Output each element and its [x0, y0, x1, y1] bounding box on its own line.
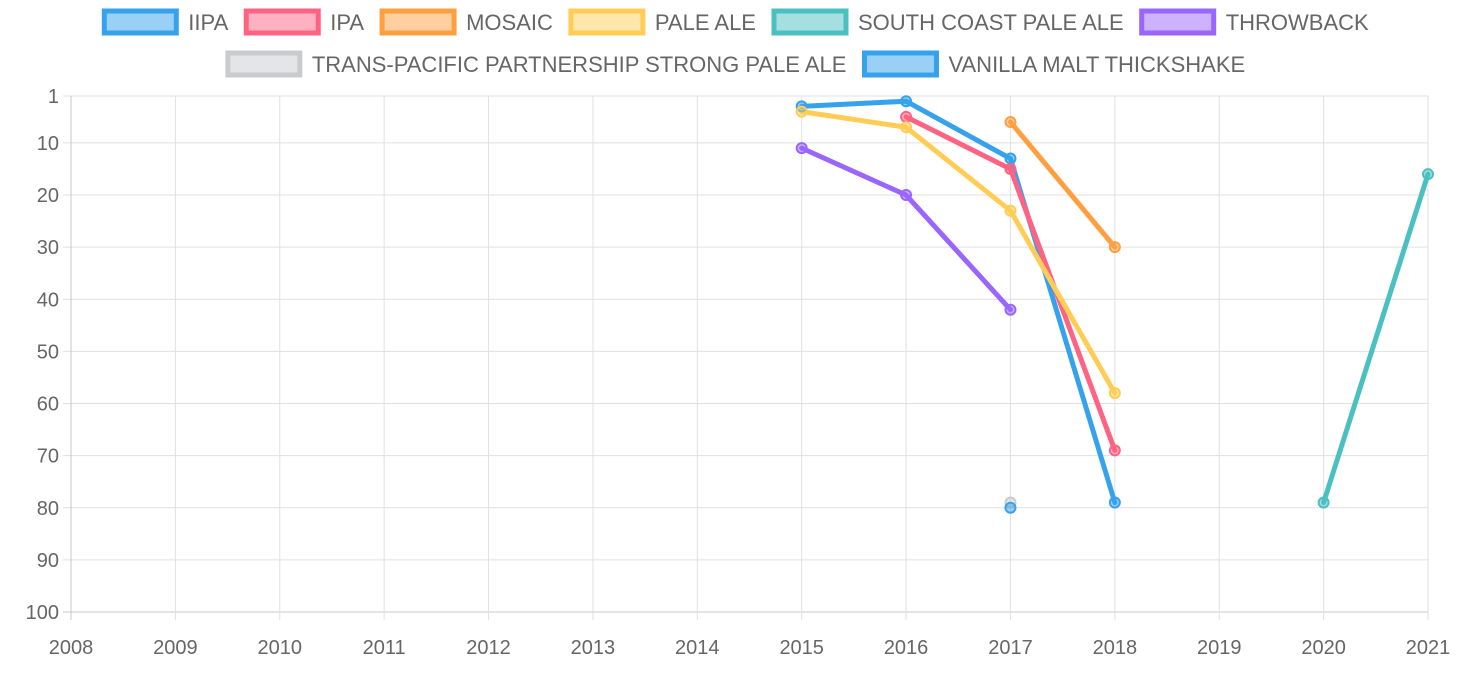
legend: IIPA IPA MOSAIC PALE ALE SOUTH COAST PALE AL… [101, 8, 1369, 78]
legend-label: MOSAIC [466, 10, 553, 35]
x-tick-label: 2010 [258, 637, 303, 659]
legend-swatch [225, 50, 303, 78]
x-tick-label: 2015 [779, 637, 824, 659]
data-point[interactable] [1004, 116, 1017, 129]
data-point[interactable] [795, 142, 808, 155]
legend-swatch [101, 8, 179, 36]
series-points [795, 95, 1434, 514]
x-tick-label: 2021 [1406, 637, 1451, 659]
y-tick-label: 60 [37, 394, 59, 416]
data-point[interactable] [1004, 152, 1017, 165]
legend-swatch [568, 8, 646, 36]
y-tick-label: 50 [37, 341, 59, 363]
legend-swatch [1139, 8, 1217, 36]
series-line [1321, 171, 1431, 506]
legend-label: VANILLA MALT THICKSHAKE [948, 52, 1245, 77]
data-point[interactable] [900, 189, 913, 202]
y-tick-label: 10 [37, 133, 59, 155]
legend-label: IIPA [188, 10, 228, 35]
data-point[interactable] [1004, 501, 1017, 514]
data-point[interactable] [1108, 496, 1121, 509]
x-tick-label: 2008 [49, 637, 94, 659]
x-tick-label: 2017 [988, 637, 1033, 659]
data-point[interactable] [900, 110, 913, 123]
legend-item[interactable]: THROWBACK [1139, 8, 1369, 36]
y-tick-label: 40 [37, 289, 59, 311]
data-point[interactable] [1004, 162, 1017, 175]
data-point[interactable] [1004, 204, 1017, 217]
data-point[interactable] [1108, 444, 1121, 457]
grid [63, 95, 1429, 620]
x-tick-label: 2013 [571, 637, 616, 659]
y-tick-label: 70 [37, 446, 59, 468]
y-axis: 1 10 20 30 40 50 60 70 80 90 100 [26, 86, 59, 624]
x-tick-label: 2019 [1197, 637, 1242, 659]
legend-label: IPA [330, 10, 364, 35]
y-tick-label: 20 [37, 185, 59, 207]
x-axis: 2008 2009 2010 2011 2012 2013 2014 2015 2016 2017… [49, 637, 1451, 659]
series-line [1007, 119, 1118, 250]
data-point[interactable] [900, 121, 913, 134]
legend-label: TRANS-PACIFIC PARTNERSHIP STRONG PALE AL… [312, 52, 847, 77]
x-tick-label: 2011 [363, 637, 406, 659]
data-point[interactable] [1422, 168, 1434, 181]
legend-swatch [243, 8, 321, 36]
legend-label: SOUTH COAST PALE ALE [858, 10, 1124, 35]
series-line [799, 109, 1118, 396]
legend-item[interactable]: MOSAIC [379, 8, 553, 36]
legend-item[interactable]: VANILLA MALT THICKSHAKE [861, 50, 1245, 78]
legend-item[interactable]: SOUTH COAST PALE ALE [771, 8, 1124, 36]
legend-item[interactable]: IIPA [101, 8, 229, 36]
legend-item[interactable]: PALE ALE [568, 8, 756, 36]
y-tick-label: 90 [37, 550, 59, 572]
legend-swatch [861, 50, 939, 78]
x-tick-label: 2020 [1301, 637, 1346, 659]
x-tick-label: 2012 [466, 637, 511, 659]
y-tick-label: 80 [37, 498, 59, 520]
x-tick-label: 2018 [1093, 637, 1138, 659]
data-point[interactable] [1004, 303, 1017, 316]
legend-label: PALE ALE [655, 10, 756, 35]
x-tick-label: 2014 [675, 637, 720, 659]
legend-label: THROWBACK [1226, 10, 1369, 35]
series-line [799, 98, 1118, 506]
data-point[interactable] [900, 95, 913, 108]
data-point[interactable] [1108, 387, 1121, 400]
data-point[interactable] [1317, 496, 1330, 509]
data-point[interactable] [1108, 241, 1121, 254]
y-tick-label: 30 [37, 237, 59, 259]
y-tick-label: 1 [48, 86, 59, 108]
x-tick-label: 2009 [153, 637, 198, 659]
x-tick-label: 2016 [884, 637, 929, 659]
legend-item[interactable]: TRANS-PACIFIC PARTNERSHIP STRONG PALE AL… [225, 50, 847, 78]
legend-item[interactable]: IPA [243, 8, 364, 36]
legend-swatch [379, 8, 457, 36]
y-tick-label: 100 [26, 602, 59, 624]
legend-swatch [771, 8, 849, 36]
data-point[interactable] [795, 105, 808, 118]
